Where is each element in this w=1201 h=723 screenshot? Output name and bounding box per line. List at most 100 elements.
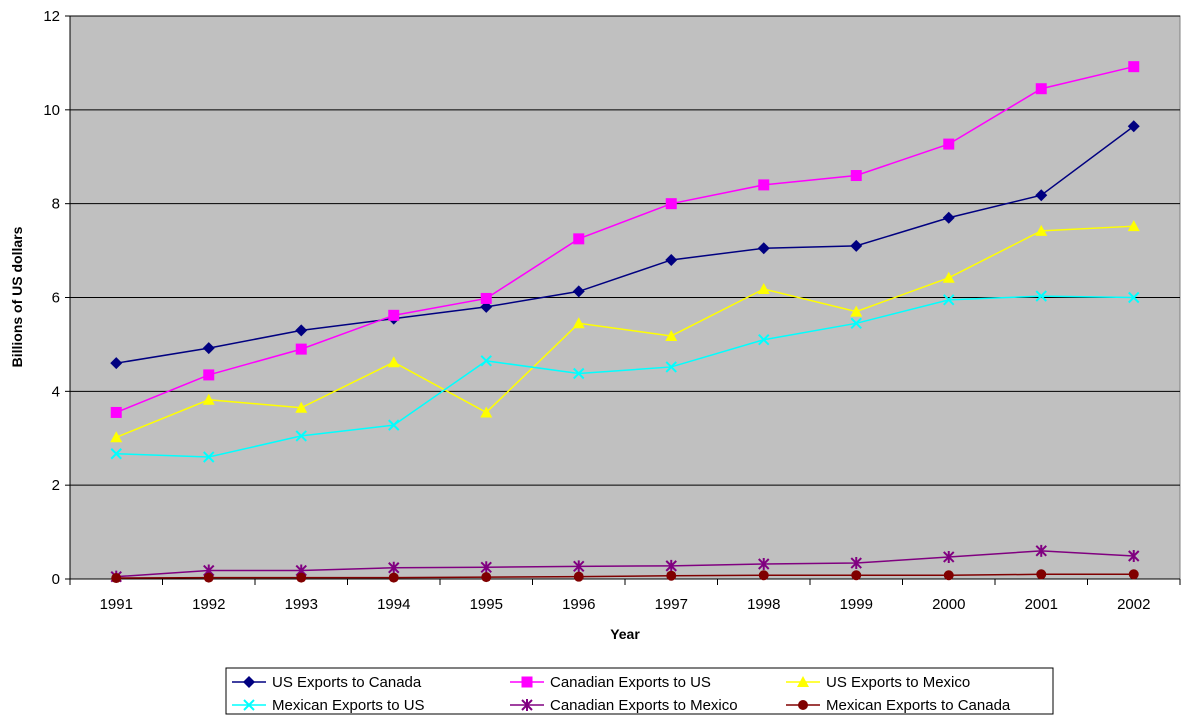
data-point-mexican-exports-to-us (388, 419, 400, 431)
data-point-us-exports-to-mexico (295, 401, 308, 413)
legend-marker-us-exports-to-canada (243, 676, 255, 688)
data-point-us-exports-to-canada (202, 342, 215, 355)
data-point-canadian-exports-to-mexico (573, 560, 585, 573)
data-point-canadian-exports-to-us (1128, 61, 1140, 73)
x-tick-label: 1994 (377, 596, 410, 613)
data-point-us-exports-to-mexico (110, 431, 123, 443)
x-tick-label: 2002 (1117, 596, 1150, 613)
legend-marker-us-exports-to-mexico (797, 676, 809, 687)
y-axis-title: Billions of US dollars (9, 226, 25, 367)
data-point-canadian-exports-to-us (665, 198, 677, 210)
data-point-canadian-exports-to-mexico (850, 557, 862, 570)
data-point-mexican-exports-to-us (203, 451, 215, 463)
data-point-us-exports-to-canada (757, 242, 770, 255)
data-point-us-exports-to-mexico (757, 283, 770, 295)
data-point-canadian-exports-to-mexico (943, 550, 955, 563)
data-point-us-exports-to-mexico (942, 271, 955, 283)
data-point-mexican-exports-to-us (480, 355, 492, 367)
data-point-canadian-exports-to-us (850, 170, 862, 182)
data-point-us-exports-to-canada (1035, 189, 1048, 202)
data-point-canadian-exports-to-us (943, 138, 955, 150)
data-point-us-exports-to-mexico (850, 305, 863, 317)
data-point-mexican-exports-to-canada (666, 570, 677, 581)
data-point-canadian-exports-to-us (573, 233, 585, 245)
data-point-canadian-exports-to-mexico (1035, 544, 1047, 557)
data-point-canadian-exports-to-mexico (665, 559, 677, 572)
data-point-mexican-exports-to-canada (296, 572, 307, 583)
data-point-mexican-exports-to-canada (943, 570, 954, 581)
series-markers (110, 61, 1140, 584)
data-point-mexican-exports-to-us (758, 334, 770, 346)
data-point-mexican-exports-to-us (1035, 290, 1047, 302)
data-point-mexican-exports-to-canada (1128, 569, 1139, 580)
data-point-us-exports-to-mexico (387, 356, 400, 368)
data-point-canadian-exports-to-us (203, 369, 215, 381)
data-point-us-exports-to-mexico (1127, 220, 1140, 232)
y-tick-label: 4 (52, 383, 60, 400)
legend-label-us-exports-to-mexico: US Exports to Mexico (826, 674, 970, 691)
data-point-us-exports-to-canada (1127, 120, 1140, 133)
legend-marker-mexican-exports-to-canada (798, 700, 808, 710)
series-lines (115, 65, 1135, 579)
x-tick-label: 2001 (1025, 596, 1058, 613)
data-point-us-exports-to-canada (295, 324, 308, 337)
y-tick-label: 6 (52, 290, 60, 307)
x-tick-label: 1995 (470, 596, 503, 613)
data-point-canadian-exports-to-us (295, 343, 307, 355)
series-line-canadian-exports-to-mexico (116, 550, 1134, 578)
data-point-us-exports-to-mexico (1035, 224, 1048, 236)
data-point-us-exports-to-canada (110, 357, 123, 370)
y-tick-label: 0 (52, 571, 60, 588)
legend-box (225, 667, 1054, 715)
x-tick-label: 1997 (655, 596, 688, 613)
legend-marker-mexican-exports-to-us (243, 699, 255, 711)
data-point-us-exports-to-canada (850, 239, 863, 252)
legend-marker-canadian-exports-to-us (521, 676, 533, 688)
x-axis-ticks: 1991 1992 1993 1994 1995 1996 1997 1998 1999 2000… (69, 578, 1181, 613)
legend: US Exports to Canada Canadian Exports to … (225, 667, 1054, 715)
data-point-mexican-exports-to-us (850, 317, 862, 330)
legend-label-mexican-exports-to-canada: Mexican Exports to Canada (826, 697, 1011, 714)
legend-label-mexican-exports-to-us: Mexican Exports to US (272, 697, 425, 714)
y-tick-label: 2 (52, 477, 60, 494)
x-tick-label: 1991 (100, 596, 133, 613)
data-point-mexican-exports-to-us (295, 430, 307, 442)
data-point-mexican-exports-to-canada (1036, 569, 1047, 580)
data-point-us-exports-to-canada (665, 253, 678, 266)
data-point-mexican-exports-to-us (573, 367, 585, 380)
data-point-canadian-exports-to-us (480, 292, 492, 304)
data-point-canadian-exports-to-us (388, 309, 400, 321)
series-line-us-exports-to-canada (116, 125, 1135, 364)
data-point-mexican-exports-to-canada (388, 572, 399, 583)
data-point-mexican-exports-to-us (665, 361, 677, 373)
data-point-canadian-exports-to-mexico (758, 557, 770, 570)
data-point-mexican-exports-to-canada (758, 570, 769, 581)
data-point-mexican-exports-to-canada (573, 571, 584, 582)
data-point-canadian-exports-to-mexico (480, 561, 492, 574)
data-point-mexican-exports-to-canada (481, 572, 492, 583)
y-tick-label: 10 (43, 102, 60, 119)
y-tick-label: 12 (43, 8, 60, 25)
data-point-mexican-exports-to-us (110, 448, 122, 460)
data-point-us-exports-to-mexico (480, 406, 493, 418)
x-tick-label: 1998 (747, 596, 780, 613)
x-tick-label: 1996 (562, 596, 595, 613)
legend-marker-canadian-exports-to-mexico (521, 699, 533, 711)
y-axis-ticks: 0 2 4 6 8 10 12 (43, 8, 71, 588)
data-point-mexican-exports-to-canada (111, 573, 122, 584)
data-point-us-exports-to-canada (572, 285, 585, 298)
series-line-mexican-exports-to-us (116, 295, 1134, 458)
data-point-us-exports-to-mexico (202, 393, 215, 405)
series-line-canadian-exports-to-us (115, 65, 1134, 414)
data-point-mexican-exports-to-us (1128, 291, 1140, 304)
series-line-us-exports-to-mexico (115, 225, 1134, 439)
data-point-canadian-exports-to-us (110, 406, 122, 418)
x-tick-label: 1992 (192, 596, 225, 613)
data-point-us-exports-to-mexico (572, 317, 585, 329)
data-point-us-exports-to-canada (942, 211, 955, 224)
x-tick-label: 1999 (840, 596, 873, 613)
data-point-mexican-exports-to-canada (851, 570, 862, 581)
data-point-us-exports-to-mexico (665, 329, 678, 341)
x-axis-title: Year (610, 626, 640, 642)
